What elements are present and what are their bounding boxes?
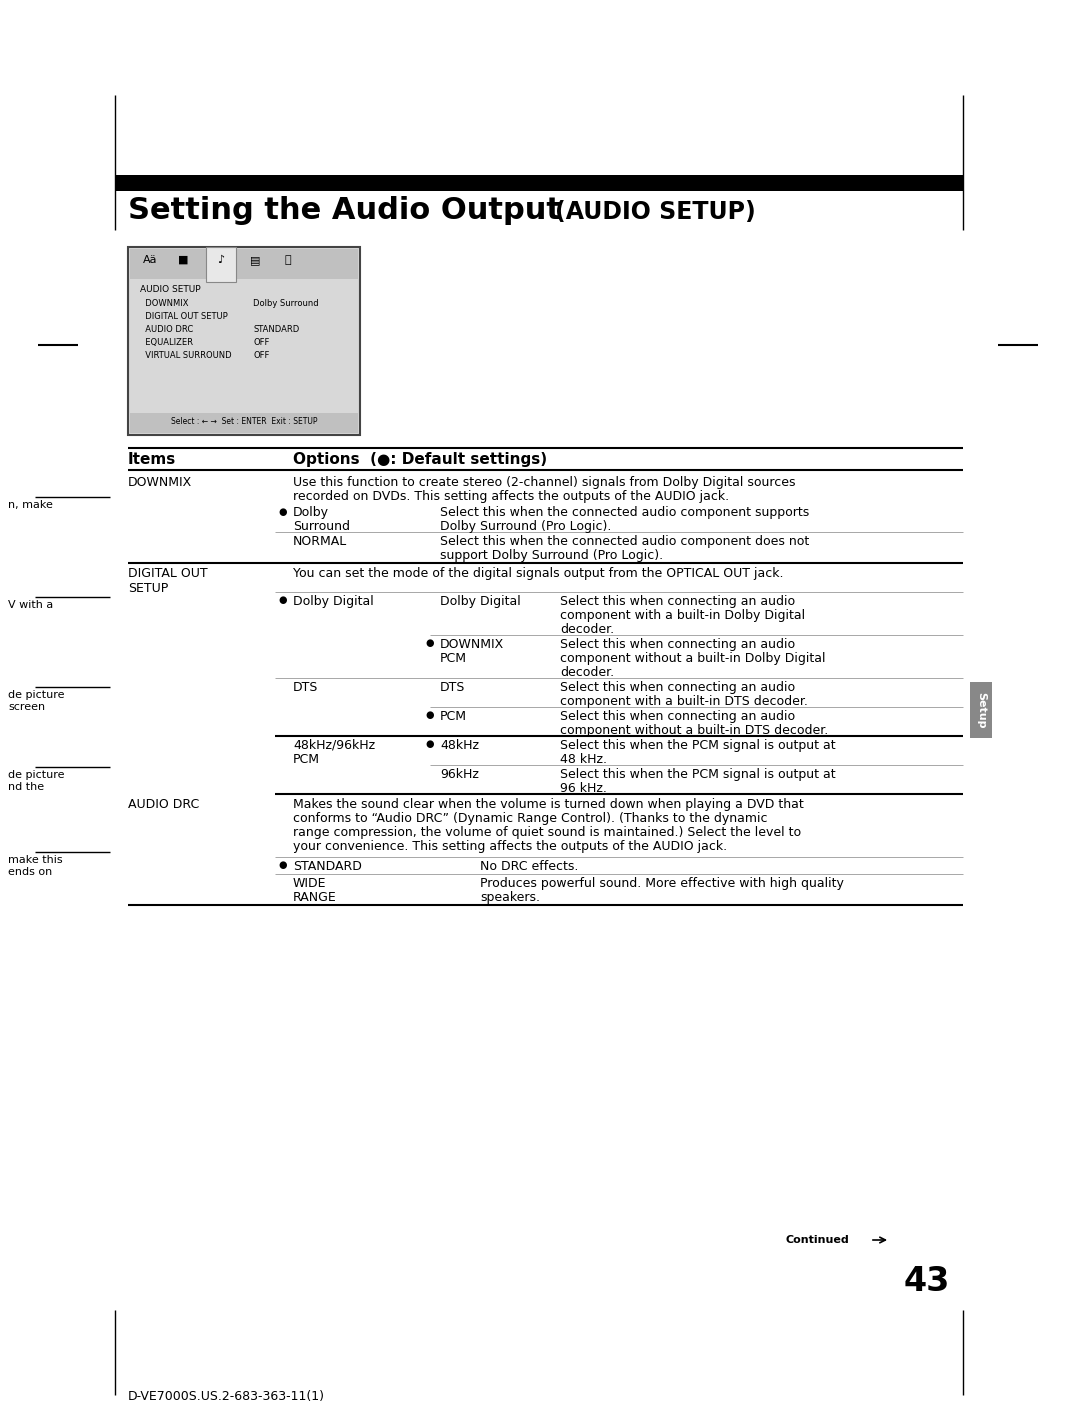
Text: SETUP: SETUP [129, 582, 168, 595]
Text: nd the: nd the [8, 782, 44, 792]
Text: Select this when the PCM signal is output at: Select this when the PCM signal is outpu… [561, 739, 836, 752]
Text: Options  (●: Default settings): Options (●: Default settings) [293, 452, 548, 467]
Text: Dolby Surround: Dolby Surround [253, 300, 319, 308]
Text: WIDE: WIDE [293, 878, 326, 890]
Text: Setting the Audio Output: Setting the Audio Output [129, 195, 571, 225]
Text: AUDIO SETUP: AUDIO SETUP [140, 285, 201, 294]
Text: component with a built-in DTS decoder.: component with a built-in DTS decoder. [561, 695, 808, 708]
Text: range compression, the volume of quiet sound is maintained.) Select the level to: range compression, the volume of quiet s… [293, 826, 801, 839]
Text: ●: ● [279, 595, 287, 605]
Text: ●: ● [426, 638, 434, 648]
Text: OFF: OFF [253, 338, 269, 347]
Text: D-VE7000S.US.2-683-363-11(1): D-VE7000S.US.2-683-363-11(1) [129, 1390, 325, 1403]
Text: decoder.: decoder. [561, 624, 615, 636]
Text: recorded on DVDs. This setting affects the outputs of the AUDIO jack.: recorded on DVDs. This setting affects t… [293, 489, 729, 502]
Text: AUDIO DRC: AUDIO DRC [140, 325, 193, 334]
Text: NORMAL: NORMAL [293, 535, 348, 548]
Bar [130, 412, 357, 432]
Text: Dolby Digital: Dolby Digital [440, 595, 521, 608]
Bar [129, 247, 360, 435]
Text: de picture: de picture [8, 771, 65, 781]
Text: Items: Items [129, 452, 176, 467]
Text: Select this when connecting an audio: Select this when connecting an audio [561, 681, 795, 694]
Text: ■: ■ [178, 255, 188, 265]
Bar [130, 248, 357, 280]
Text: Setup: Setup [976, 692, 986, 728]
Text: 48 kHz.: 48 kHz. [561, 753, 607, 766]
Text: component without a built-in DTS decoder.: component without a built-in DTS decoder… [561, 723, 828, 736]
Text: RANGE: RANGE [293, 890, 337, 903]
Text: ●: ● [426, 739, 434, 749]
Text: DOWNMIX: DOWNMIX [440, 638, 504, 651]
Text: conforms to “Audio DRC” (Dynamic Range Control). (Thanks to the dynamic: conforms to “Audio DRC” (Dynamic Range C… [293, 812, 768, 825]
Text: decoder.: decoder. [561, 666, 615, 679]
Text: component with a built-in Dolby Digital: component with a built-in Dolby Digital [561, 609, 805, 622]
Text: Select this when the connected audio component supports: Select this when the connected audio com… [440, 507, 809, 519]
Text: OFF: OFF [253, 351, 269, 360]
Text: 43: 43 [904, 1264, 950, 1299]
Text: 96 kHz.: 96 kHz. [561, 782, 607, 795]
Text: 48kHz/96kHz: 48kHz/96kHz [293, 739, 375, 752]
Text: AUDIO DRC: AUDIO DRC [129, 798, 199, 811]
Text: Select this when the connected audio component does not: Select this when the connected audio com… [440, 535, 809, 548]
Text: Makes the sound clear when the volume is turned down when playing a DVD that: Makes the sound clear when the volume is… [293, 798, 804, 811]
Text: Select this when connecting an audio: Select this when connecting an audio [561, 638, 795, 651]
Bar [114, 176, 963, 191]
Text: Use this function to create stereo (2-channel) signals from Dolby Digital source: Use this function to create stereo (2-ch… [293, 477, 796, 489]
Text: No DRC effects.: No DRC effects. [480, 860, 579, 873]
Text: DIGITAL OUT SETUP: DIGITAL OUT SETUP [140, 313, 228, 321]
Text: ♪: ♪ [217, 255, 225, 265]
Text: Surround: Surround [293, 519, 350, 534]
Text: VIRTUAL SURROUND: VIRTUAL SURROUND [140, 351, 231, 360]
Text: STANDARD: STANDARD [293, 860, 362, 873]
Text: (AUDIO SETUP): (AUDIO SETUP) [555, 200, 756, 224]
Text: Select this when the PCM signal is output at: Select this when the PCM signal is outpu… [561, 768, 836, 781]
Bar [206, 247, 237, 283]
Text: Select : ← →  Set : ENTER  Exit : SETUP: Select : ← → Set : ENTER Exit : SETUP [171, 417, 318, 427]
Text: DTS: DTS [440, 681, 465, 694]
Text: ●: ● [279, 507, 287, 517]
Text: STANDARD: STANDARD [253, 325, 299, 334]
Text: component without a built-in Dolby Digital: component without a built-in Dolby Digit… [561, 652, 825, 665]
Text: support Dolby Surround (Pro Logic).: support Dolby Surround (Pro Logic). [440, 549, 663, 562]
Text: your convenience. This setting affects the outputs of the AUDIO jack.: your convenience. This setting affects t… [293, 841, 727, 853]
Text: speakers.: speakers. [480, 890, 540, 903]
Text: EQUALIZER: EQUALIZER [140, 338, 193, 347]
Text: ▤: ▤ [249, 255, 260, 265]
Text: n, make: n, make [8, 499, 53, 509]
Text: 96kHz: 96kHz [440, 768, 478, 781]
Text: ⚿: ⚿ [285, 255, 292, 265]
Text: 48kHz: 48kHz [440, 739, 480, 752]
Text: screen: screen [8, 702, 45, 712]
Text: V with a: V with a [8, 599, 53, 609]
Text: ●: ● [279, 860, 287, 870]
Text: make this: make this [8, 855, 63, 865]
Bar [970, 682, 993, 738]
Text: Dolby: Dolby [293, 507, 329, 519]
Text: Continued: Continued [785, 1234, 849, 1244]
Text: DOWNMIX: DOWNMIX [129, 477, 192, 489]
Text: Produces powerful sound. More effective with high quality: Produces powerful sound. More effective … [480, 878, 843, 890]
Text: DOWNMIX: DOWNMIX [140, 300, 189, 308]
Text: DTS: DTS [293, 681, 319, 694]
Text: Select this when connecting an audio: Select this when connecting an audio [561, 711, 795, 723]
Text: Dolby Surround (Pro Logic).: Dolby Surround (Pro Logic). [440, 519, 611, 534]
Text: de picture: de picture [8, 691, 65, 701]
Text: Select this when connecting an audio: Select this when connecting an audio [561, 595, 795, 608]
Text: You can set the mode of the digital signals output from the OPTICAL OUT jack.: You can set the mode of the digital sign… [293, 567, 783, 579]
Text: Aä: Aä [143, 255, 158, 265]
Text: DIGITAL OUT: DIGITAL OUT [129, 567, 207, 579]
Text: ends on: ends on [8, 868, 52, 878]
Text: Dolby Digital: Dolby Digital [293, 595, 374, 608]
Text: PCM: PCM [440, 652, 467, 665]
Text: PCM: PCM [440, 711, 467, 723]
Text: ●: ● [426, 711, 434, 721]
Text: PCM: PCM [293, 753, 320, 766]
